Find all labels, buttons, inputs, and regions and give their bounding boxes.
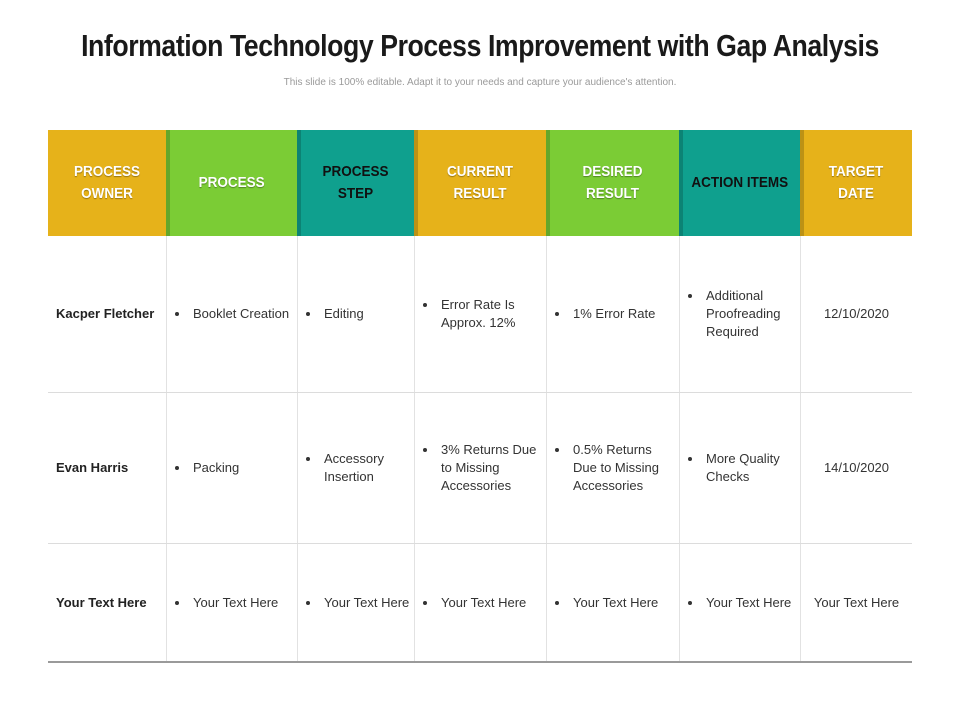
cell-desired: 0.5% Returns Due to Missing Accessories	[546, 393, 679, 543]
cell-process: Booklet Creation	[166, 236, 297, 392]
bullet-icon	[306, 600, 310, 605]
cell-owner: Evan Harris	[56, 460, 129, 475]
bullet-icon	[688, 600, 692, 605]
cell-action: Additional Proofreading Required	[679, 236, 800, 392]
bullet-icon	[688, 294, 692, 298]
table-header-row: PROCESS OWNER PROCESS PROCESS STEP CURRE…	[48, 130, 912, 236]
header-target-date: TARGET DATE	[800, 130, 912, 236]
header-current-result: CURRENT RESULT	[414, 130, 546, 236]
bullet-icon	[555, 600, 559, 605]
cell-action: Your Text Here	[679, 544, 800, 661]
cell-step: Accessory Insertion	[297, 393, 414, 543]
cell-step: Editing	[297, 236, 414, 392]
bullet-icon	[423, 303, 427, 307]
header-process-step: PROCESS STEP	[297, 130, 414, 236]
cell-date: 12/10/2020	[800, 236, 912, 392]
slide-subtitle: This slide is 100% editable. Adapt it to…	[283, 77, 677, 88]
header-desired-result: DESIRED RESULT	[546, 130, 679, 236]
cell-step: Your Text Here	[297, 544, 414, 661]
cell-process: Your Text Here	[166, 544, 297, 661]
table-row: Your Text Here Your Text Here Your Text …	[48, 544, 912, 663]
cell-current: 3% Returns Due to Missing Accessories	[414, 393, 546, 543]
bullet-icon	[555, 448, 559, 452]
header-process: PROCESS	[166, 130, 297, 236]
cell-process: Packing	[166, 393, 297, 543]
bullet-icon	[175, 466, 179, 470]
cell-current: Your Text Here	[414, 544, 546, 661]
cell-desired: 1% Error Rate	[546, 236, 679, 392]
cell-date: Your Text Here	[800, 544, 912, 661]
bullet-icon	[555, 312, 559, 316]
slide-title: Information Technology Process Improveme…	[81, 28, 879, 63]
cell-current: Error Rate Is Approx. 12%	[414, 236, 546, 392]
header-process-owner: PROCESS OWNER	[48, 130, 166, 236]
bullet-icon	[175, 312, 179, 316]
bullet-icon	[688, 457, 692, 461]
cell-date: 14/10/2020	[800, 393, 912, 543]
bullet-icon	[175, 600, 179, 605]
bullet-icon	[306, 457, 310, 461]
bullet-icon	[423, 600, 427, 605]
bullet-icon	[423, 448, 427, 452]
gap-analysis-table: PROCESS OWNER PROCESS PROCESS STEP CURRE…	[48, 130, 912, 663]
cell-owner: Kacper Fletcher	[56, 306, 155, 321]
table-row: Kacper Fletcher Booklet Creation Editing…	[48, 236, 912, 393]
table-row: Evan Harris Packing Accessory Insertion …	[48, 393, 912, 544]
cell-action: More Quality Checks	[679, 393, 800, 543]
cell-desired: Your Text Here	[546, 544, 679, 661]
cell-owner: Your Text Here	[56, 594, 147, 610]
bullet-icon	[306, 312, 310, 316]
header-action-items: ACTION ITEMS	[679, 130, 800, 236]
